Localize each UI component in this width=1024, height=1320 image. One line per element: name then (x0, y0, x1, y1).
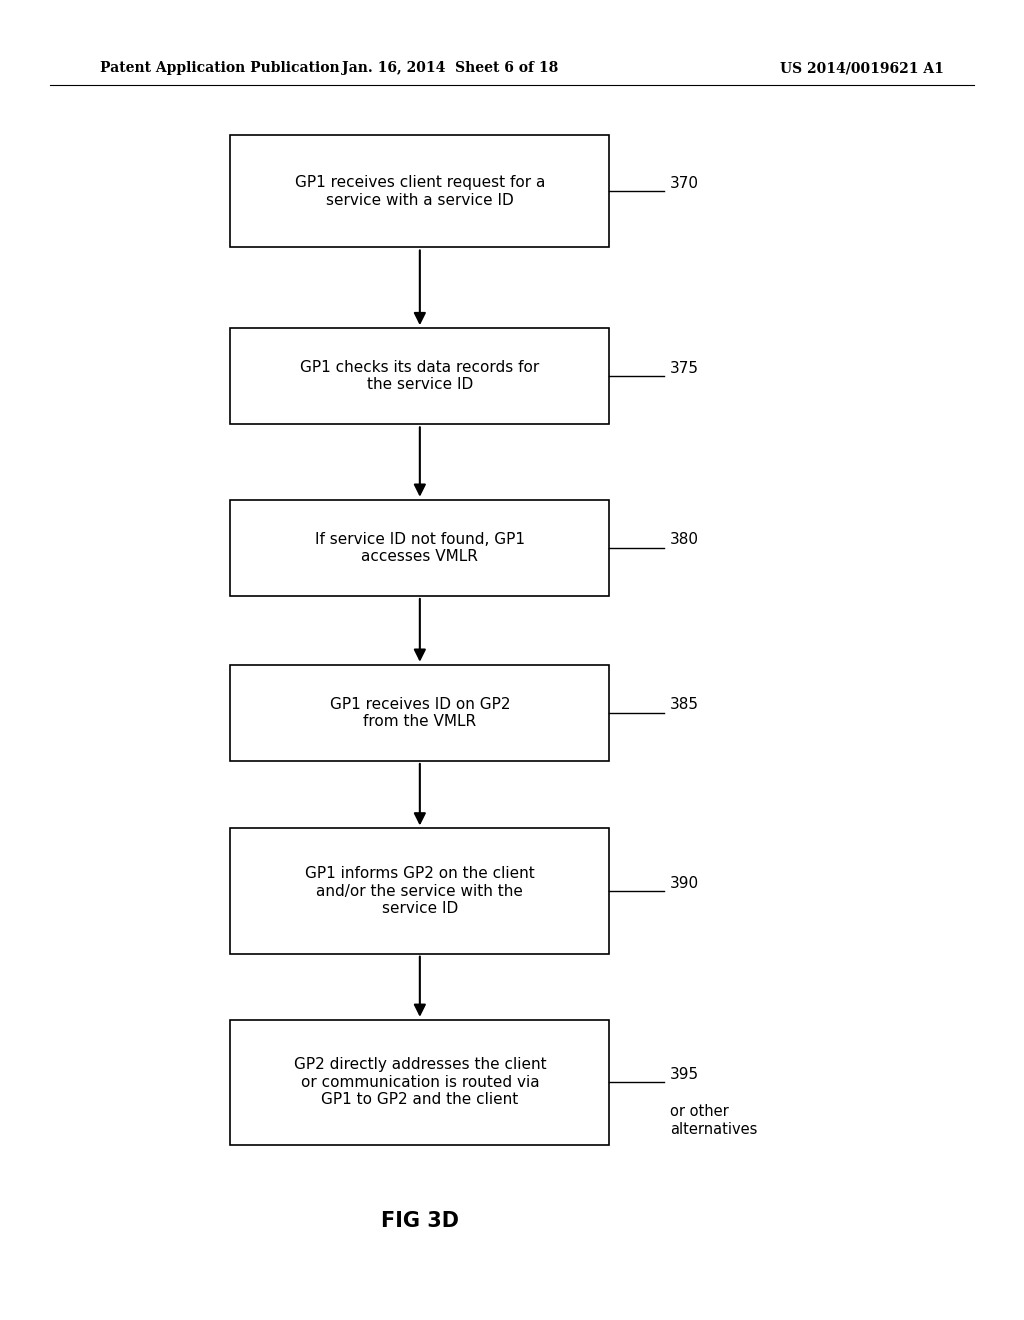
Text: GP1 checks its data records for
the service ID: GP1 checks its data records for the serv… (300, 360, 540, 392)
Bar (230, 327, 609, 425)
Text: 395: 395 (671, 1067, 699, 1082)
Text: or other
alternatives: or other alternatives (671, 1105, 758, 1137)
Text: 390: 390 (671, 875, 699, 891)
Bar (230, 665, 609, 762)
Text: GP1 informs GP2 on the client
and/or the service with the
service ID: GP1 informs GP2 on the client and/or the… (305, 866, 535, 916)
Text: 385: 385 (671, 697, 699, 713)
Text: FIG 3D: FIG 3D (381, 1210, 459, 1232)
Text: 380: 380 (671, 532, 699, 548)
Text: GP2 directly addresses the client
or communication is routed via
GP1 to GP2 and : GP2 directly addresses the client or com… (294, 1057, 546, 1107)
Text: Patent Application Publication: Patent Application Publication (100, 61, 340, 75)
Bar (230, 829, 609, 953)
Text: If service ID not found, GP1
accesses VMLR: If service ID not found, GP1 accesses VM… (314, 532, 525, 564)
Text: 370: 370 (671, 176, 699, 191)
Text: Jan. 16, 2014  Sheet 6 of 18: Jan. 16, 2014 Sheet 6 of 18 (342, 61, 559, 75)
Text: GP1 receives ID on GP2
from the VMLR: GP1 receives ID on GP2 from the VMLR (330, 697, 510, 729)
Bar (230, 135, 609, 248)
Text: US 2014/0019621 A1: US 2014/0019621 A1 (780, 61, 944, 75)
Bar (230, 1019, 609, 1144)
Text: GP1 receives client request for a
service with a service ID: GP1 receives client request for a servic… (295, 176, 545, 207)
Bar (230, 499, 609, 595)
Text: 375: 375 (671, 360, 699, 376)
